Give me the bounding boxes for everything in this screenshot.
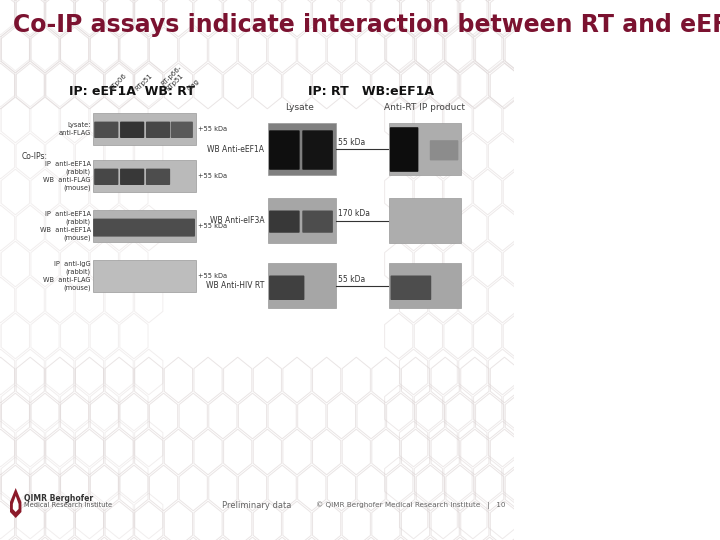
Text: 170 kDa: 170 kDa	[338, 210, 369, 219]
Text: WB Anti-eEF1A: WB Anti-eEF1A	[207, 145, 264, 153]
Polygon shape	[10, 488, 22, 518]
FancyBboxPatch shape	[93, 210, 197, 242]
FancyBboxPatch shape	[269, 275, 305, 300]
FancyBboxPatch shape	[268, 263, 336, 308]
Text: RTp06: RTp06	[109, 72, 128, 92]
FancyBboxPatch shape	[269, 211, 300, 233]
Text: 55 kDa: 55 kDa	[338, 138, 365, 147]
FancyBboxPatch shape	[120, 168, 144, 185]
Text: Preliminary data: Preliminary data	[222, 501, 292, 510]
Text: Lysate: Lysate	[285, 103, 315, 112]
Text: Co-IP assays indicate interaction between RT and eEF1A: Co-IP assays indicate interaction betwee…	[13, 13, 720, 37]
FancyBboxPatch shape	[94, 168, 118, 185]
FancyBboxPatch shape	[93, 113, 197, 145]
Text: IP: RT   WB:eEF1A: IP: RT WB:eEF1A	[308, 85, 434, 98]
FancyBboxPatch shape	[268, 123, 336, 175]
FancyBboxPatch shape	[171, 122, 193, 138]
Text: IP  anti-eEF1A
(rabbit)
WB  anti-eEF1A
(mouse): IP anti-eEF1A (rabbit) WB anti-eEF1A (mo…	[40, 211, 91, 241]
FancyBboxPatch shape	[302, 130, 333, 170]
Text: +55 kDa: +55 kDa	[199, 223, 228, 229]
Text: 55 kDa: 55 kDa	[338, 274, 365, 284]
FancyBboxPatch shape	[389, 198, 461, 243]
FancyBboxPatch shape	[390, 275, 431, 300]
FancyBboxPatch shape	[120, 122, 144, 138]
FancyBboxPatch shape	[389, 263, 461, 308]
Text: QIMR Berghofer: QIMR Berghofer	[24, 494, 93, 503]
Polygon shape	[13, 496, 19, 512]
Text: WB Anti-eIF3A: WB Anti-eIF3A	[210, 216, 264, 225]
FancyBboxPatch shape	[93, 160, 197, 192]
FancyBboxPatch shape	[302, 211, 333, 233]
Text: +55 kDa: +55 kDa	[199, 173, 228, 179]
Text: +55 kDa: +55 kDa	[199, 126, 228, 132]
FancyBboxPatch shape	[94, 122, 118, 138]
FancyBboxPatch shape	[390, 127, 418, 172]
FancyBboxPatch shape	[93, 219, 195, 237]
Text: Gag: Gag	[186, 78, 200, 92]
Text: IP  anti-IgG
(rabbit)
WB  anti-FLAG
(mouse): IP anti-IgG (rabbit) WB anti-FLAG (mouse…	[43, 261, 91, 291]
FancyBboxPatch shape	[146, 122, 170, 138]
Text: WB Anti-HIV RT: WB Anti-HIV RT	[206, 281, 264, 290]
Text: IP: eEF1A  WB: RT: IP: eEF1A WB: RT	[69, 85, 195, 98]
Text: © QIMR Berghofer Medical Research Institute   |   10: © QIMR Berghofer Medical Research Instit…	[316, 501, 505, 509]
Text: RT-p66-
RTp51: RT-p66- RTp51	[161, 64, 188, 92]
FancyBboxPatch shape	[269, 130, 300, 170]
Text: Anti-RT IP product: Anti-RT IP product	[384, 103, 465, 112]
Text: IP  anti-eEF1A
(rabbit)
WB  anti-FLAG
(mouse): IP anti-eEF1A (rabbit) WB anti-FLAG (mou…	[43, 161, 91, 191]
Text: RTp51: RTp51	[135, 72, 154, 92]
Text: +55 kDa: +55 kDa	[199, 273, 228, 279]
Text: Co-IPs:: Co-IPs:	[22, 152, 48, 161]
FancyBboxPatch shape	[430, 140, 459, 160]
Text: Lysate:
anti-FLAG: Lysate: anti-FLAG	[58, 122, 91, 136]
FancyBboxPatch shape	[146, 168, 170, 185]
FancyBboxPatch shape	[268, 198, 336, 243]
FancyBboxPatch shape	[93, 260, 197, 292]
Text: Medical Research Institute: Medical Research Institute	[24, 502, 112, 508]
FancyBboxPatch shape	[389, 123, 461, 175]
